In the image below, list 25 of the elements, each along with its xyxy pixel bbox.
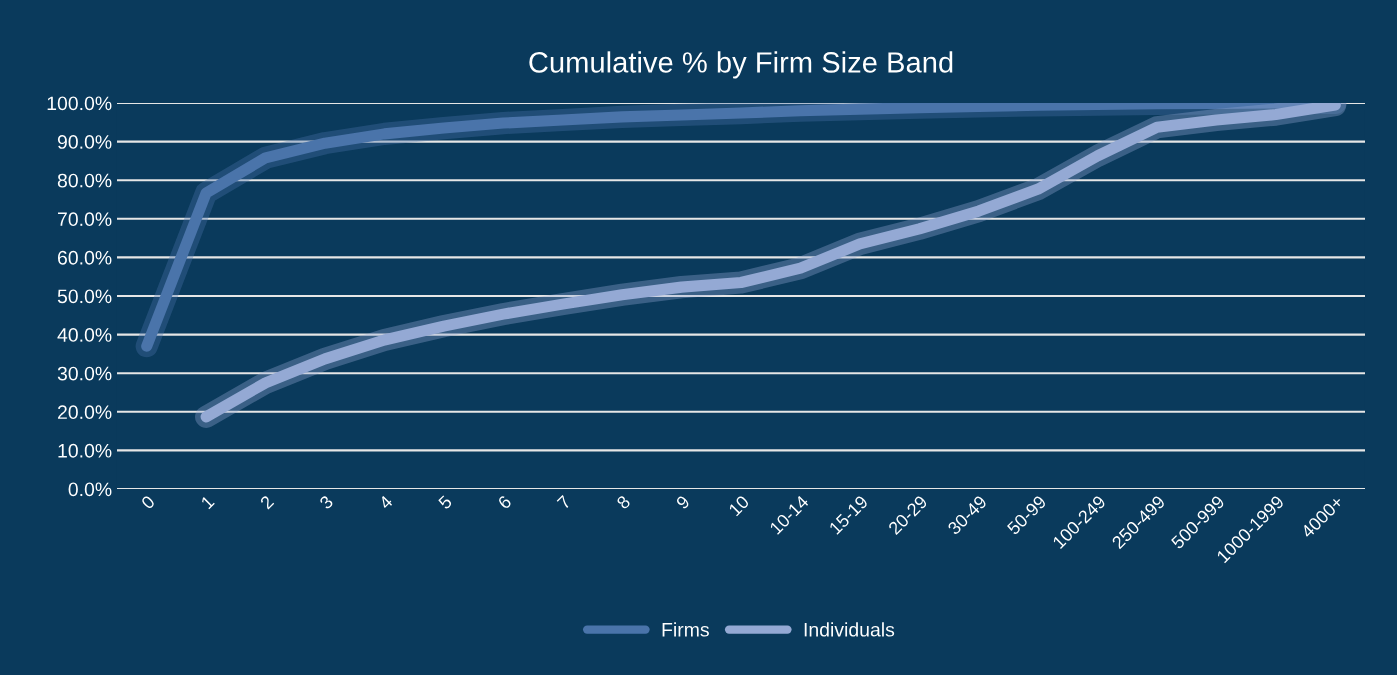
y-tick-label: 10.0% xyxy=(58,443,112,458)
x-tick-label: 5 xyxy=(437,494,453,510)
x-tick-label: 7 xyxy=(556,494,572,510)
y-tick-label: 20.0% xyxy=(57,405,112,420)
y-tick-label: 50.0% xyxy=(57,289,112,304)
x-tick-label: 8 xyxy=(615,494,631,510)
y-tick-label: 90.0% xyxy=(57,135,112,149)
x-tick-label: 0 xyxy=(140,494,156,510)
x-tick-label: 2 xyxy=(259,494,275,510)
x-tick-label: 3 xyxy=(318,494,334,510)
x-tick-label: 10 xyxy=(728,494,750,517)
y-tick-label: 70.0% xyxy=(58,212,112,227)
y-tick-label: 40.0% xyxy=(57,328,112,342)
y-tick-label: 30.0% xyxy=(57,366,112,381)
chart-title: Cumulative % by Firm Size Band xyxy=(529,51,953,79)
x-tick-label: 9 xyxy=(675,494,691,510)
y-tick-label: 100.0% xyxy=(47,96,112,111)
y-tick-label: 60.0% xyxy=(58,250,112,265)
legend-label: Firms xyxy=(662,622,709,637)
x-tick-label: 6 xyxy=(497,494,513,510)
y-tick-label: 0.0% xyxy=(68,482,112,497)
y-tick-label: 80.0% xyxy=(57,173,112,188)
x-tick-label: 1 xyxy=(200,494,215,510)
x-tick-label: 4 xyxy=(378,494,394,510)
legend-label: Individuals xyxy=(804,622,895,637)
